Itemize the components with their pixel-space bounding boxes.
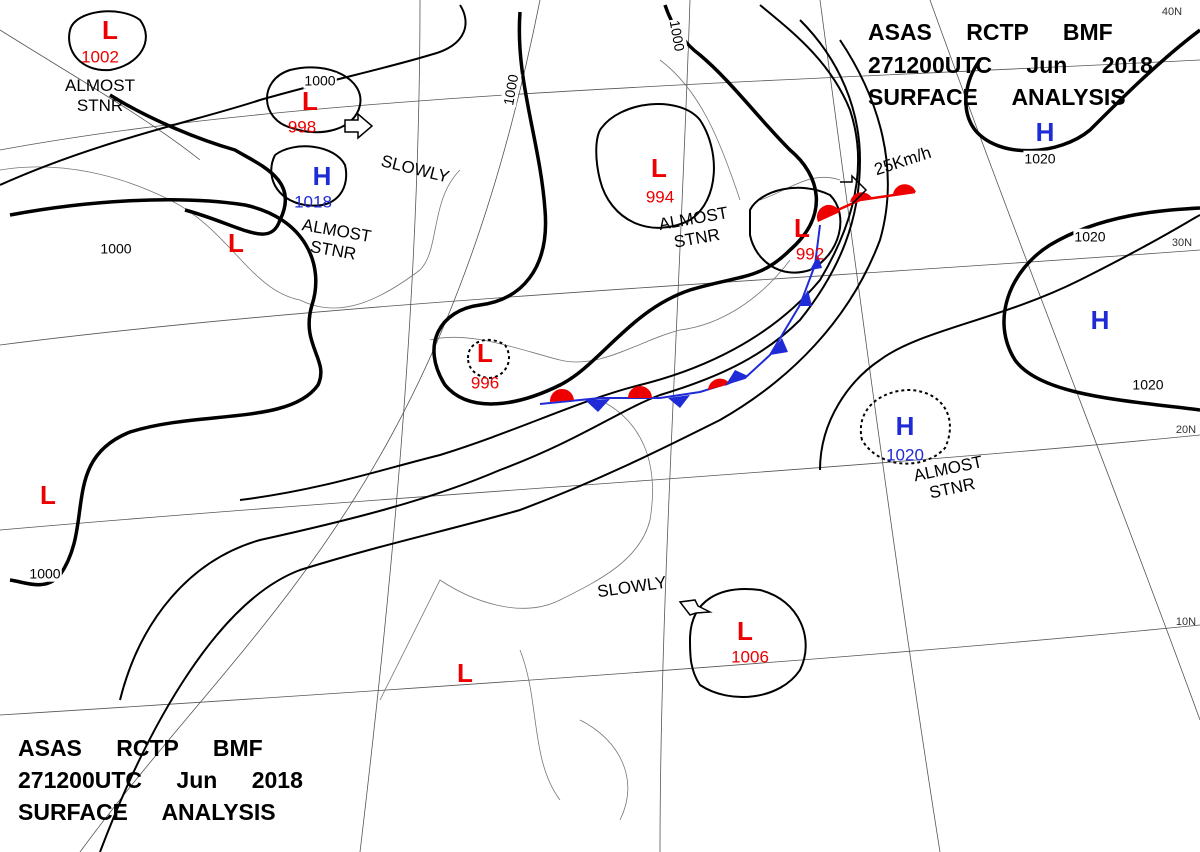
center-letter: L (40, 480, 56, 510)
lon-line (79, 0, 541, 852)
coast (0, 166, 461, 309)
isobar (689, 588, 807, 698)
cold-front (539, 224, 821, 405)
isobar (595, 103, 715, 229)
isobar (819, 214, 1200, 471)
isobar-label: 1000 (500, 73, 521, 107)
lon-line (359, 0, 421, 852)
isobar (239, 4, 860, 501)
center-letter: H (1036, 117, 1055, 147)
isobar-label: 1000 (29, 566, 60, 582)
latitude-label: 40N (1162, 6, 1182, 18)
isobar-label: 1000 (100, 241, 131, 257)
isobar (68, 10, 147, 72)
header-top: ASAS RCTP BMF 271200UTC Jun 2018 SURFACE… (868, 19, 1153, 110)
dashed-isobar (859, 388, 951, 465)
isobar (109, 93, 288, 236)
center-letter: L (794, 213, 810, 243)
coast (379, 399, 653, 701)
lat-line (0, 249, 1200, 346)
center-letter: L (651, 153, 667, 183)
center-pressure: 1006 (731, 647, 769, 666)
label-background (499, 71, 522, 108)
lon-line (0, 29, 201, 161)
center-letter: L (302, 86, 318, 116)
dashed-isobar (467, 338, 510, 380)
isobar (432, 4, 818, 406)
label-background (1073, 228, 1107, 245)
fronts (344, 112, 916, 616)
center-pressure: 1020 (886, 445, 924, 464)
label-background (99, 240, 133, 257)
center-letter: L (477, 338, 493, 368)
isobar (964, 28, 1200, 153)
isobar (9, 198, 323, 587)
center-letter: L (737, 616, 753, 646)
isobar-label: 1020 (1074, 229, 1105, 245)
isobar (1002, 206, 1200, 412)
label-background (28, 565, 62, 582)
lat-line (0, 434, 1200, 531)
label-background (303, 72, 337, 89)
header-line: 271200UTC Jun 2018 (868, 52, 1153, 78)
header-line: 271200UTC Jun 2018 (18, 767, 303, 793)
isobar-label: 1000 (304, 73, 335, 89)
center-pressure: 1018 (294, 192, 332, 211)
isobar (99, 39, 889, 852)
motion-arrow (840, 174, 868, 205)
coast (659, 59, 841, 201)
center-letter: L (102, 15, 118, 45)
latitude-label: 20N (1176, 424, 1196, 436)
lat-line (0, 624, 1200, 716)
isobar (749, 186, 842, 274)
center-letter: L (228, 228, 244, 258)
center-letter: H (896, 411, 915, 441)
label-background (666, 18, 689, 54)
isobar-label: 1020 (1024, 151, 1055, 167)
isobar-label: 1020 (1132, 377, 1163, 393)
coastlines (0, 59, 841, 821)
isobar-label: 1000 (667, 19, 688, 53)
motion-arrow (678, 599, 713, 616)
header-line: SURFACE ANALYSIS (18, 799, 276, 825)
coast (519, 649, 629, 821)
center-letter: H (313, 161, 332, 191)
coast (429, 259, 791, 363)
lon-line (929, 0, 1200, 721)
header-line: SURFACE ANALYSIS (868, 84, 1126, 110)
header-bottom: ASAS RCTP BMF 271200UTC Jun 2018 SURFACE… (18, 735, 303, 825)
lon-line (819, 0, 941, 852)
header-line: ASAS RCTP BMF (868, 19, 1113, 45)
center-pressure: 992 (796, 244, 824, 263)
isobar (119, 19, 862, 701)
label-background (1131, 376, 1165, 393)
center-pressure: 996 (471, 373, 499, 392)
latitude-label: 30N (1172, 237, 1192, 249)
latitude-label: 10N (1176, 616, 1196, 628)
isobars (0, 4, 1200, 852)
center-pressure: 998 (288, 117, 316, 136)
center-letter: H (1091, 305, 1110, 335)
center-pressure: 994 (646, 187, 674, 206)
motion-arrow (344, 112, 374, 140)
label-background (1023, 150, 1057, 167)
center-pressure: 1002 (81, 47, 119, 66)
center-letter: L (457, 658, 473, 688)
isobar (266, 66, 362, 134)
header-line: ASAS RCTP BMF (18, 735, 263, 761)
annotation: ALMOSTSTNR (657, 204, 733, 255)
isobar (270, 145, 348, 207)
